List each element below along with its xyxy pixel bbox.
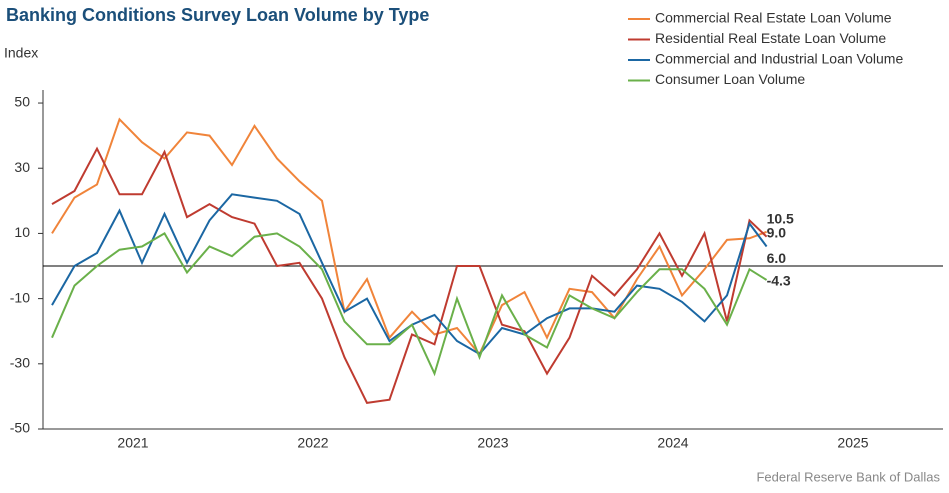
x-tick-label: 2023: [477, 435, 508, 451]
legend-label: Residential Real Estate Loan Volume: [655, 30, 886, 46]
y-axis-label: Index: [4, 45, 38, 61]
end-label: 6.0: [767, 250, 787, 266]
x-tick-label: 2025: [837, 435, 868, 451]
series-line: [51, 117, 767, 356]
y-tick-label: 30: [14, 159, 30, 175]
series-line: [51, 146, 768, 404]
x-tick-label: 2021: [117, 435, 148, 451]
series-line: [51, 232, 768, 377]
y-tick-label: -10: [10, 289, 30, 305]
y-tick-label: 10: [14, 224, 30, 240]
legend-label: Commercial and Industrial Loan Volume: [655, 51, 903, 67]
series-line: [51, 193, 768, 356]
chart-title: Banking Conditions Survey Loan Volume by…: [6, 5, 429, 25]
y-tick-label: -30: [10, 355, 30, 371]
x-tick-label: 2024: [657, 435, 688, 451]
source: Federal Reserve Bank of Dallas: [756, 469, 940, 484]
legend-label: Commercial Real Estate Loan Volume: [655, 10, 892, 26]
y-tick-label: -50: [10, 420, 30, 436]
legend-label: Consumer Loan Volume: [655, 71, 805, 87]
y-tick-label: 50: [14, 94, 30, 110]
x-tick-label: 2022: [297, 435, 328, 451]
end-label: 9.0: [767, 224, 787, 240]
end-label: 10.5: [767, 210, 794, 226]
end-label: -4.3: [767, 273, 791, 289]
